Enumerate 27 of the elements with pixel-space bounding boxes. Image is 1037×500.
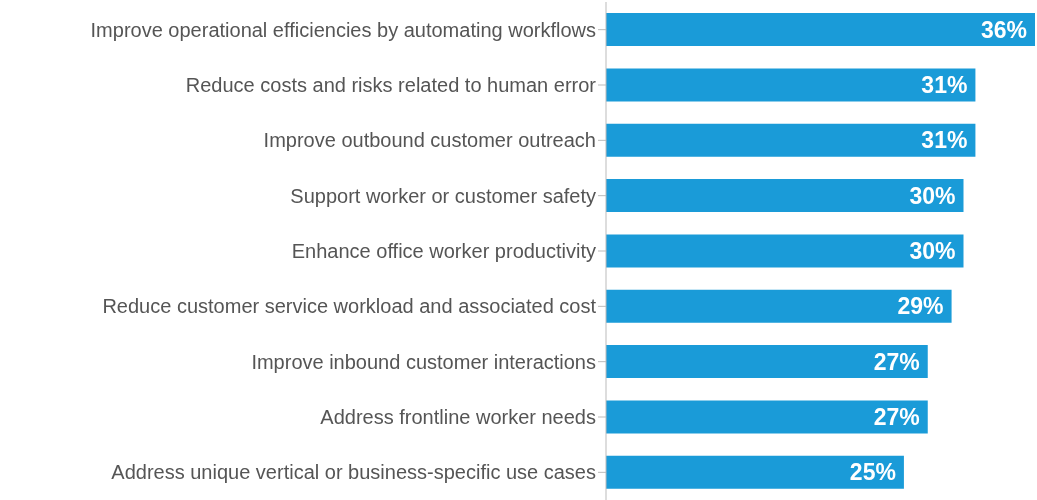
bar bbox=[606, 13, 1035, 47]
y-tick-label: Address unique vertical or business-specific use cases bbox=[111, 461, 596, 484]
y-tick-label: Enhance office worker productivity bbox=[291, 240, 596, 263]
y-tick-label: Reduce costs and risks related to human error bbox=[185, 74, 597, 97]
data-label: 27% bbox=[873, 404, 920, 431]
bar bbox=[606, 179, 964, 213]
data-label: 31% bbox=[921, 127, 968, 154]
bar bbox=[606, 123, 976, 157]
y-tick-label: Improve operational efficiencies by automating workflows bbox=[90, 18, 596, 41]
data-label: 30% bbox=[909, 238, 956, 265]
bar bbox=[606, 400, 928, 434]
bar bbox=[606, 345, 928, 379]
data-label: 29% bbox=[897, 293, 944, 320]
y-tick-label: Support worker or customer safety bbox=[290, 184, 596, 207]
data-label: 31% bbox=[921, 72, 968, 99]
data-label: 36% bbox=[980, 16, 1027, 43]
y-tick-label: Improve inbound customer interactions bbox=[251, 350, 596, 373]
data-label: 25% bbox=[849, 459, 896, 486]
bar bbox=[606, 289, 952, 323]
data-label: 27% bbox=[873, 348, 920, 375]
y-tick-label: Reduce customer service workload and associated cost bbox=[102, 295, 597, 318]
bar bbox=[606, 234, 964, 268]
y-tick-label: Improve outbound customer outreach bbox=[263, 129, 596, 152]
y-tick-label: Address frontline worker needs bbox=[320, 406, 596, 429]
bar bbox=[606, 455, 904, 489]
bar bbox=[606, 68, 976, 102]
data-label: 30% bbox=[909, 182, 956, 209]
